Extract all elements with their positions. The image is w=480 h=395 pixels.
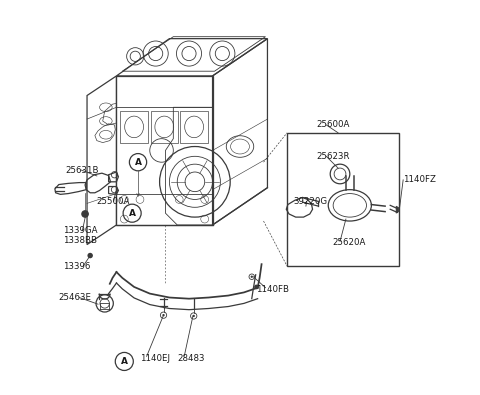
Text: 28483: 28483 bbox=[177, 354, 205, 363]
Text: 1140FB: 1140FB bbox=[256, 285, 288, 294]
Text: A: A bbox=[121, 357, 128, 366]
Bar bbox=[151, 111, 178, 143]
Circle shape bbox=[251, 276, 253, 278]
Text: 1140EJ: 1140EJ bbox=[140, 354, 170, 363]
Bar bbox=[120, 111, 148, 143]
Polygon shape bbox=[396, 206, 399, 213]
Text: 39220G: 39220G bbox=[293, 197, 327, 206]
Text: 1140FZ: 1140FZ bbox=[403, 175, 436, 184]
Text: 25620A: 25620A bbox=[332, 238, 366, 247]
Bar bbox=[287, 133, 399, 266]
Circle shape bbox=[162, 314, 165, 316]
Circle shape bbox=[82, 211, 88, 217]
Text: 25600A: 25600A bbox=[316, 120, 350, 130]
Text: 25623R: 25623R bbox=[316, 152, 350, 161]
Text: 25463E: 25463E bbox=[59, 293, 92, 302]
Circle shape bbox=[192, 315, 195, 317]
Text: A: A bbox=[129, 209, 136, 218]
Circle shape bbox=[254, 284, 259, 289]
Bar bbox=[180, 111, 208, 143]
Text: 1338BB: 1338BB bbox=[63, 236, 96, 245]
Circle shape bbox=[87, 253, 93, 258]
Text: 1339GA: 1339GA bbox=[63, 226, 97, 235]
Text: A: A bbox=[134, 158, 142, 167]
Text: 25631B: 25631B bbox=[65, 166, 99, 175]
Text: 25500A: 25500A bbox=[97, 197, 130, 206]
Text: 13396: 13396 bbox=[63, 261, 91, 271]
